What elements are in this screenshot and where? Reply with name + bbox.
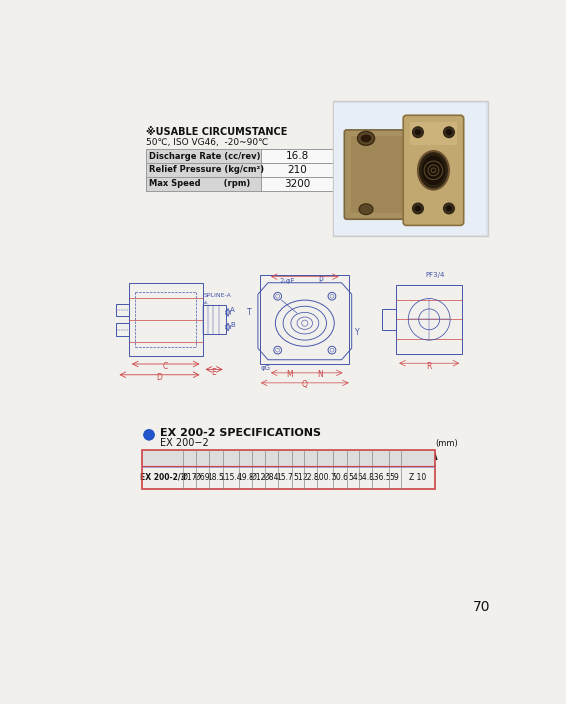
Text: K: K — [308, 453, 314, 463]
Circle shape — [446, 206, 452, 211]
Text: N: N — [318, 370, 323, 379]
Text: 15.7: 15.7 — [277, 472, 294, 482]
Text: C: C — [163, 363, 168, 372]
Text: 50℃, ISO VG46,  -20~90℃: 50℃, ISO VG46, -20~90℃ — [146, 139, 268, 148]
Text: F: F — [256, 453, 261, 463]
FancyBboxPatch shape — [344, 130, 419, 219]
Text: A: A — [230, 308, 235, 313]
Bar — [260, 163, 335, 177]
Text: P: P — [318, 276, 323, 285]
Text: 22.8: 22.8 — [302, 472, 319, 482]
Text: Max Speed        (rpm): Max Speed (rpm) — [149, 180, 250, 188]
Bar — [146, 149, 260, 163]
Circle shape — [144, 429, 155, 440]
Text: D: D — [228, 453, 234, 463]
Bar — [333, 101, 488, 236]
Text: 50.6: 50.6 — [332, 472, 349, 482]
Text: E: E — [243, 453, 248, 463]
Text: H: H — [282, 453, 288, 463]
Text: ※USABLE CIRCUMSTANCE: ※USABLE CIRCUMSTANCE — [146, 127, 288, 137]
Ellipse shape — [361, 134, 371, 142]
Text: 3200: 3200 — [284, 179, 311, 189]
Text: SPLINE-A: SPLINE-A — [204, 294, 232, 303]
Text: 210: 210 — [288, 165, 307, 175]
FancyBboxPatch shape — [403, 115, 464, 225]
Bar — [203, 305, 226, 334]
Ellipse shape — [418, 151, 449, 189]
Bar — [260, 149, 335, 163]
Ellipse shape — [358, 132, 375, 145]
Text: Relief Pressure (kg/cm²): Relief Pressure (kg/cm²) — [149, 165, 264, 175]
Text: Ø12: Ø12 — [251, 472, 267, 482]
Bar — [146, 177, 260, 191]
Text: SPLINE-A: SPLINE-A — [398, 453, 438, 463]
Circle shape — [413, 127, 423, 137]
Text: R: R — [427, 363, 432, 372]
Text: (mm): (mm) — [435, 439, 458, 448]
Ellipse shape — [359, 204, 373, 215]
Circle shape — [444, 127, 454, 137]
Text: 59: 59 — [390, 472, 400, 482]
Bar — [260, 275, 349, 363]
Text: MODEL: MODEL — [147, 453, 178, 463]
Bar — [410, 122, 457, 145]
Text: B: B — [230, 322, 235, 328]
Text: N: N — [350, 453, 356, 463]
Text: 18.5: 18.5 — [208, 472, 225, 482]
Text: Q: Q — [377, 453, 384, 463]
Bar — [335, 103, 486, 234]
Text: Z 10: Z 10 — [409, 472, 427, 482]
Text: T: T — [247, 308, 252, 318]
Text: φG: φG — [260, 365, 270, 371]
Bar — [260, 177, 335, 191]
Bar — [117, 323, 129, 336]
Text: G: G — [269, 453, 275, 463]
Text: EX 200−2: EX 200−2 — [160, 439, 209, 448]
Bar — [142, 451, 435, 465]
Text: Discharge Rate (cc/rev): Discharge Rate (cc/rev) — [149, 151, 260, 161]
Text: 54.8: 54.8 — [357, 472, 374, 482]
Text: 2-φF: 2-φF — [280, 278, 295, 284]
Text: EX 200-2/3: EX 200-2/3 — [140, 472, 186, 482]
Text: D: D — [157, 373, 162, 382]
Text: M: M — [286, 370, 293, 379]
Text: EX 200-2 SPECIFICATIONS: EX 200-2 SPECIFICATIONS — [160, 427, 321, 437]
Text: L: L — [323, 453, 328, 463]
Bar — [146, 163, 260, 177]
Text: P: P — [363, 453, 368, 463]
Ellipse shape — [422, 156, 445, 185]
Text: Ø17: Ø17 — [182, 472, 198, 482]
Text: J: J — [297, 453, 299, 463]
Text: 136.5: 136.5 — [370, 472, 391, 482]
Text: R: R — [392, 453, 398, 463]
Text: 51: 51 — [293, 472, 303, 482]
Text: Q: Q — [302, 379, 308, 389]
Text: Ø69: Ø69 — [195, 472, 211, 482]
Bar — [142, 451, 435, 489]
Text: A: A — [187, 453, 192, 463]
Text: C: C — [213, 453, 219, 463]
Bar — [117, 303, 129, 316]
Text: 100.7: 100.7 — [315, 472, 336, 482]
Text: M: M — [336, 453, 344, 463]
Text: 70: 70 — [473, 600, 490, 614]
Text: B: B — [200, 453, 206, 463]
Text: 16.8: 16.8 — [286, 151, 309, 161]
Text: 19.8: 19.8 — [237, 472, 254, 482]
Circle shape — [415, 129, 421, 135]
Circle shape — [415, 206, 421, 211]
Bar — [129, 283, 203, 356]
Text: E: E — [212, 367, 217, 377]
Text: 54: 54 — [348, 472, 358, 482]
Text: Ø84: Ø84 — [264, 472, 280, 482]
Bar — [396, 284, 462, 354]
Circle shape — [444, 203, 454, 214]
Bar — [382, 309, 396, 329]
Text: 115.4: 115.4 — [220, 472, 242, 482]
Bar — [350, 136, 413, 213]
Text: PF3/4: PF3/4 — [425, 272, 445, 278]
Circle shape — [446, 129, 452, 135]
Text: Y: Y — [355, 328, 359, 337]
Circle shape — [413, 203, 423, 214]
